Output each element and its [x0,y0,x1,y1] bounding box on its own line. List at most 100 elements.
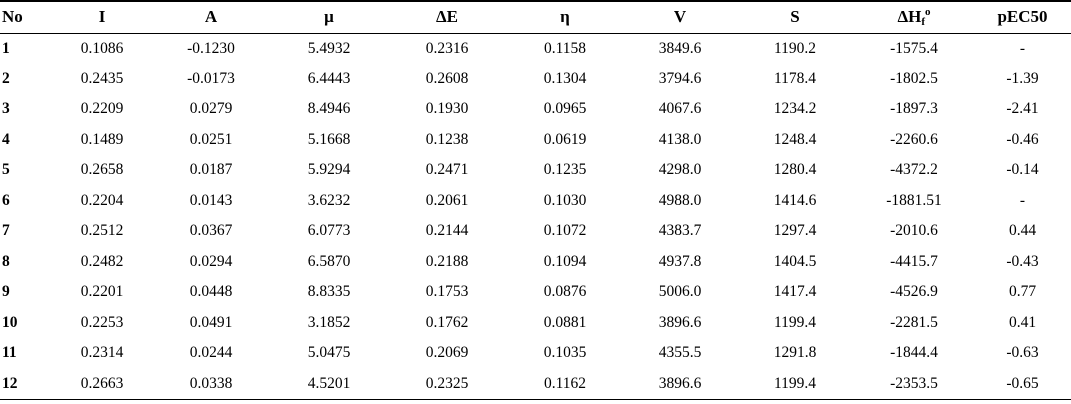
cell-no: 8 [2,252,10,270]
cell-delta-hf: -1575.4 [890,39,938,57]
header-i: I [98,7,106,27]
cell-a: -0.1230 [187,39,235,57]
table-row: 10 0.2253 0.0491 3.1852 0.1762 0.0881 3896.6 11… [0,308,1071,339]
cell-mu: 6.5870 [307,252,351,270]
cell-delta-e: 0.2188 [425,252,469,270]
cell-s: 1414.6 [773,191,817,209]
header-no: No [2,7,23,27]
cell-eta: 0.1072 [543,222,587,240]
cell-v: 3896.6 [658,374,702,392]
cell-pec50: -2.41 [1006,100,1039,118]
cell-a: 0.0187 [189,161,233,179]
cell-delta-e: 0.1753 [425,283,469,301]
cell-delta-e: 0.2471 [425,161,469,179]
cell-no: 12 [2,374,18,392]
cell-a: -0.0173 [187,69,235,87]
cell-delta-hf: -2260.6 [890,130,938,148]
cell-v: 3896.6 [658,313,702,331]
cell-a: 0.0143 [189,191,233,209]
cell-s: 1248.4 [773,130,817,148]
table-row: 4 0.1489 0.0251 5.1668 0.1238 0.0619 4138.0 124… [0,125,1071,156]
cell-delta-hf: -1844.4 [890,344,938,362]
cell-delta-e: 0.2608 [425,69,469,87]
cell-v: 5006.0 [658,283,702,301]
cell-no: 9 [2,283,10,301]
cell-eta: 0.0881 [543,313,587,331]
cell-i: 0.2314 [80,344,124,362]
cell-v: 4298.0 [658,161,702,179]
cell-eta: 0.1035 [543,344,587,362]
cell-delta-hf: -1897.3 [890,100,938,118]
cell-eta: 0.1162 [543,374,587,392]
table-row: 8 0.2482 0.0294 6.5870 0.2188 0.1094 4937.8 140… [0,247,1071,278]
table-row: 6 0.2204 0.0143 3.6232 0.2061 0.1030 4988.0 141… [0,186,1071,217]
table-row: 2 0.2435 -0.0173 6.4443 0.2608 0.1304 3794.6 11… [0,64,1071,95]
cell-delta-e: 0.2144 [425,222,469,240]
cell-no: 1 [2,39,10,57]
header-s: S [790,7,800,27]
header-mu: μ [324,7,334,27]
cell-pec50: -0.14 [1006,161,1039,179]
cell-s: 1190.2 [773,39,817,57]
cell-no: 11 [2,344,17,362]
cell-mu: 8.4946 [307,100,351,118]
cell-a: 0.0491 [189,313,233,331]
cell-a: 0.0244 [189,344,233,362]
cell-pec50: -0.65 [1006,374,1039,392]
header-row: No I A μ ΔE η V S ΔHfo pEC50 [0,1,1071,33]
cell-eta: 0.1158 [543,39,587,57]
cell-v: 4355.5 [658,344,702,362]
cell-delta-hf: -2353.5 [890,374,938,392]
cell-eta: 0.1235 [543,161,587,179]
header-eta: η [560,7,570,27]
cell-no: 5 [2,161,10,179]
cell-delta-hf: -1802.5 [890,69,938,87]
cell-i: 0.2482 [80,252,124,270]
cell-a: 0.0338 [189,374,233,392]
cell-v: 4988.0 [658,191,702,209]
cell-delta-e: 0.2069 [425,344,469,362]
cell-pec50: 0.44 [1008,222,1037,240]
cell-v: 4383.7 [658,222,702,240]
cell-mu: 3.1852 [307,313,351,331]
cell-delta-hf: -2281.5 [890,313,938,331]
header-pec50: pEC50 [997,7,1048,27]
header-delta-e: ΔE [436,7,458,27]
cell-i: 0.1489 [80,130,124,148]
cell-mu: 6.4443 [307,69,351,87]
cell-delta-e: 0.1238 [425,130,469,148]
header-delta-hf: ΔHfo [854,1,974,33]
table-row: 3 0.2209 0.0279 8.4946 0.1930 0.0965 4067.6 123… [0,94,1071,125]
header-delta-hf-sub: f [921,16,926,29]
cell-eta: 0.1094 [543,252,587,270]
table-row: 7 0.2512 0.0367 6.0773 0.2144 0.1072 4383.7 129… [0,216,1071,247]
cell-no: 7 [2,222,10,240]
cell-pec50: -0.43 [1006,252,1039,270]
header-delta-hf-main: ΔH [897,7,922,27]
cell-mu: 5.9294 [307,161,351,179]
cell-pec50: 0.41 [1008,313,1037,331]
cell-s: 1280.4 [773,161,817,179]
header-a: A [204,7,218,27]
cell-i: 0.2204 [80,191,124,209]
cell-v: 4937.8 [658,252,702,270]
cell-delta-hf: -4415.7 [890,252,938,270]
table-row: 1 0.1086 -0.1230 5.4932 0.2316 0.1158 3849.6 11… [0,33,1071,64]
cell-i: 0.2663 [80,374,124,392]
cell-delta-e: 0.1762 [425,313,469,331]
cell-a: 0.0294 [189,252,233,270]
cell-pec50: - [1019,39,1026,57]
cell-s: 1297.4 [773,222,817,240]
cell-mu: 8.8335 [307,283,351,301]
cell-eta: 0.1030 [543,191,587,209]
cell-s: 1199.4 [773,374,817,392]
header-delta-hf-sup: o [925,6,931,19]
cell-delta-e: 0.2325 [425,374,469,392]
cell-mu: 5.1668 [307,130,351,148]
cell-i: 0.2512 [80,222,124,240]
cell-pec50: 0.77 [1008,283,1037,301]
cell-pec50: -1.39 [1006,69,1039,87]
cell-no: 6 [2,191,10,209]
